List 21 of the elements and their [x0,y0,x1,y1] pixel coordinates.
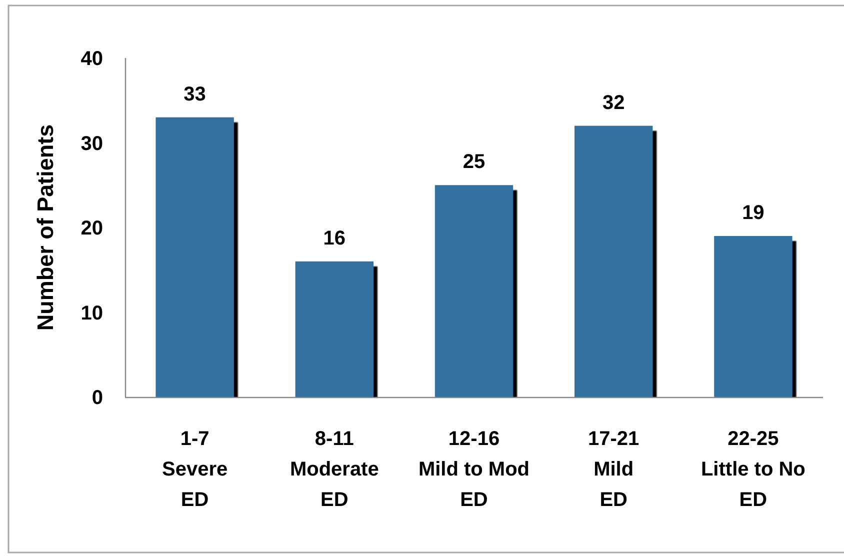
bar [434,185,514,397]
bar [295,261,374,397]
data-label: 33 [184,83,206,106]
data-label: 25 [462,151,486,174]
data-label: 19 [742,202,764,224]
bar [574,126,653,397]
bar [156,117,234,397]
y-axis-title: Number of Patients [33,124,58,331]
x-tick-label: 12-16 Mild to Mod ED [418,428,530,511]
x-tick-label: 17-21 Mild ED [588,428,640,511]
x-tick-label: 22-25 Little to No ED [700,428,806,511]
data-label: 16 [323,227,346,250]
y-tick-label: 10 [80,302,103,324]
x-tick-label: 8-11 Moderate ED [290,428,379,511]
data-label: 32 [602,92,625,114]
y-tick-label: 30 [80,132,103,155]
y-tick-label: 20 [80,218,103,240]
y-tick-label: 40 [80,48,103,70]
x-tick-label: 1-7 Severe ED [162,428,228,511]
y-tick-label: 0 [92,387,103,409]
bar [714,236,792,397]
